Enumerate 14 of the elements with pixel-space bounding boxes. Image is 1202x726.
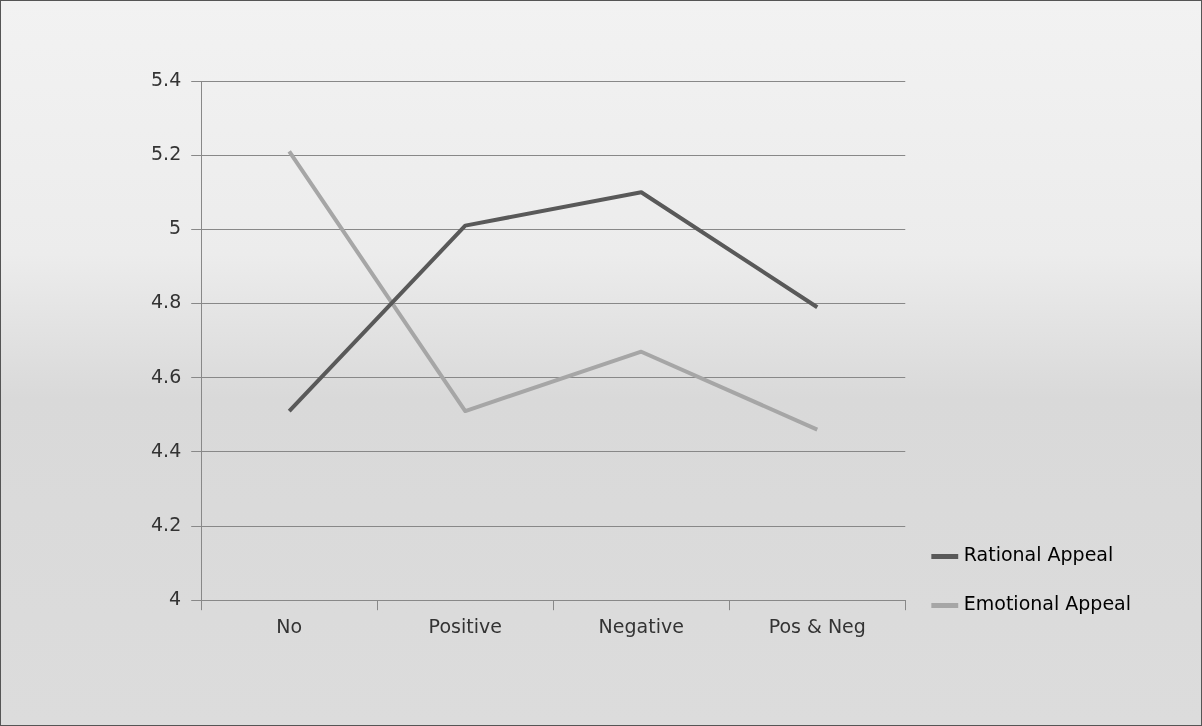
x-tick-label: Pos & Neg bbox=[768, 614, 866, 637]
y-tick-label: 5.2 bbox=[151, 142, 182, 165]
y-tick-label: 4.2 bbox=[151, 512, 182, 535]
legend-label: Rational Appeal bbox=[963, 543, 1114, 566]
y-tick-label: 4.4 bbox=[151, 438, 182, 461]
legend-label: Emotional Appeal bbox=[963, 592, 1132, 615]
y-tick-label: 4.6 bbox=[151, 364, 182, 387]
y-tick-label: 4 bbox=[169, 587, 182, 610]
y-tick-label: 5 bbox=[169, 216, 182, 239]
x-tick-label: Positive bbox=[428, 614, 502, 637]
x-tick-label: Negative bbox=[598, 614, 684, 637]
x-tick-label: No bbox=[276, 614, 303, 637]
y-tick-label: 4.8 bbox=[151, 290, 182, 313]
y-tick-label: 5.4 bbox=[151, 67, 182, 90]
